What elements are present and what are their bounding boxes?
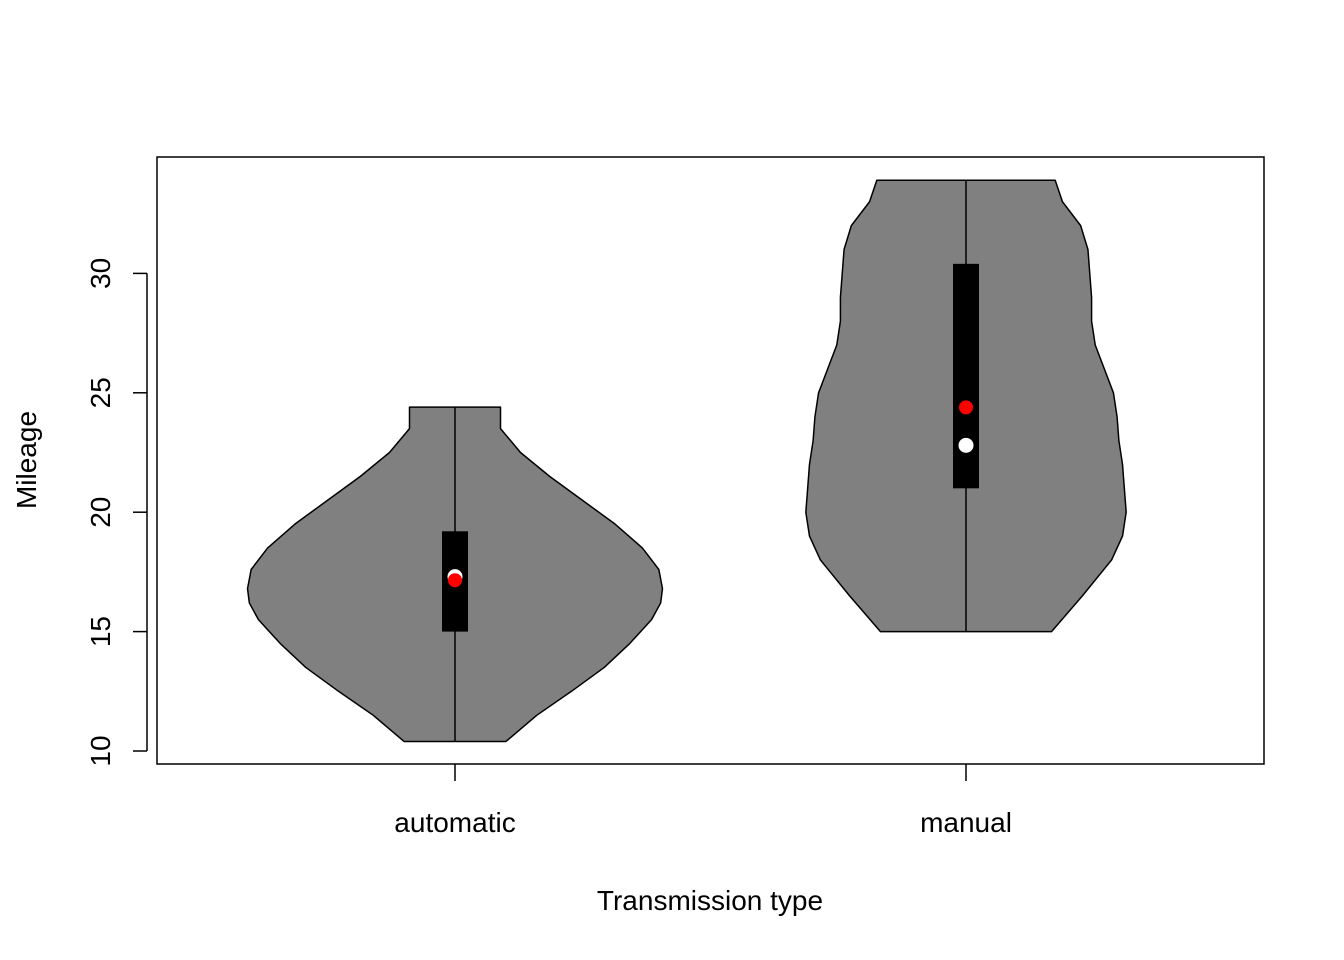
mean-point-automatic (448, 573, 462, 588)
plot-frame (156, 156, 1265, 765)
iqr-box-manual (953, 263, 979, 489)
y-tick-label: 15 (85, 616, 116, 647)
violins-layer (246, 179, 1127, 743)
mean-point-manual (959, 400, 973, 415)
y-tick-label: 20 (85, 497, 116, 528)
x-axis: automatic manual (394, 764, 1012, 838)
y-tick-label: 25 (85, 377, 116, 408)
y-axis-title: Mileage (11, 411, 42, 509)
median-point-manual (958, 437, 974, 453)
x-tick-label: automatic (394, 807, 515, 838)
y-tick-label: 30 (85, 258, 116, 289)
y-tick-label: 10 (85, 735, 116, 766)
x-axis-title: Transmission type (597, 885, 823, 916)
x-tick-label: manual (920, 807, 1012, 838)
y-axis: 10 15 20 25 30 (85, 258, 148, 767)
